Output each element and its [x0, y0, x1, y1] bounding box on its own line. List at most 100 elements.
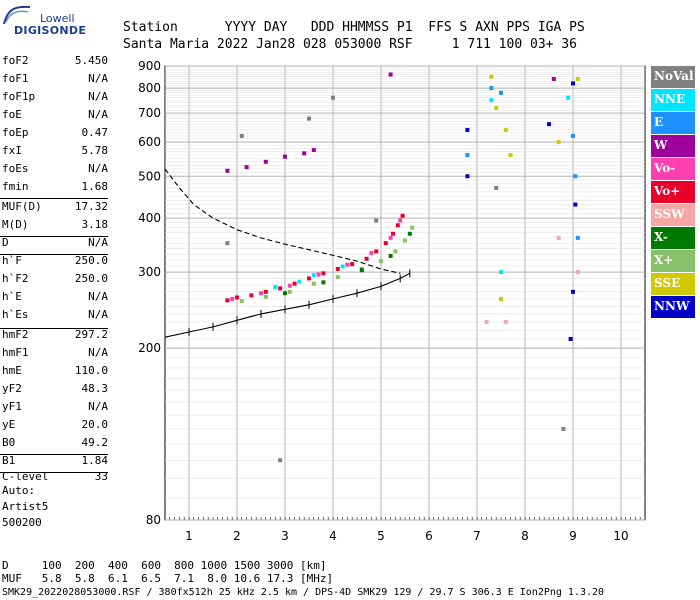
x-tick-label: 1	[185, 529, 193, 543]
data-point-ssw	[575, 270, 580, 275]
param-value: N/A	[88, 400, 108, 413]
y-tick-label: 800	[138, 81, 161, 95]
param-name: hmE	[2, 364, 22, 377]
param-value: 297.2	[74, 328, 108, 341]
data-point-vo	[395, 223, 400, 228]
data-point-x	[283, 291, 287, 296]
param-row: M(D) 3.18	[2, 218, 108, 234]
data-point-noval	[307, 116, 311, 121]
data-point-vo	[235, 295, 239, 300]
x-tick-label: 6	[425, 529, 433, 543]
data-point-e	[573, 174, 578, 179]
data-point-nnw	[547, 122, 551, 127]
data-point-x	[403, 238, 407, 243]
param-value: 17.32	[74, 200, 108, 213]
param-value: 0.47	[81, 126, 109, 139]
y-tick-label: 200	[138, 341, 161, 355]
data-point-sse	[556, 140, 561, 145]
data-point-nnw	[573, 202, 578, 207]
x-tick-label: 3	[281, 529, 289, 543]
x-tick-label: 8	[521, 529, 529, 543]
data-point-w	[551, 76, 556, 81]
param-name: h`F	[2, 254, 22, 267]
x-tick-label: 5	[377, 529, 385, 543]
param-name: M(D)	[2, 218, 29, 231]
y-tick-label: 600	[138, 135, 161, 149]
param-value: 33	[94, 470, 108, 483]
data-point-sse	[503, 127, 508, 132]
legend-item: X-	[651, 227, 695, 249]
data-point-nnw	[568, 336, 573, 341]
param-value: 49.2	[81, 436, 109, 449]
data-point-x	[287, 289, 292, 294]
param-value: 5.450	[74, 54, 108, 67]
data-point-e	[571, 133, 575, 138]
param-row: foEs N/A	[2, 162, 108, 178]
data-point-noval	[374, 218, 379, 223]
param-value: N/A	[88, 162, 108, 175]
data-point-noval	[331, 95, 335, 100]
param-name: foF2	[2, 54, 29, 67]
param-name: foF1	[2, 72, 29, 85]
param-value: 1.68	[81, 180, 109, 193]
param-separator	[0, 198, 108, 199]
param-value: N/A	[88, 346, 108, 359]
header-row-values: Santa Maria 2022 Jan28 028 053000 RSF 1 …	[123, 37, 577, 52]
param-row: yF2 48.3	[2, 382, 108, 398]
data-point-vo	[263, 289, 268, 294]
data-point-x	[263, 294, 268, 299]
legend-item: SSE	[651, 273, 695, 295]
data-point-noval	[225, 241, 230, 246]
param-row: foF2 5.450	[2, 54, 108, 70]
param-row: hmF2 297.2	[2, 328, 108, 344]
data-point-e	[499, 90, 503, 95]
param-value: N/A	[88, 72, 108, 85]
param-row: B1 1.84	[2, 454, 108, 470]
param-row: foF1 N/A	[2, 72, 108, 88]
y-tick-label: 500	[138, 169, 161, 183]
param-value: 110.0	[74, 364, 108, 377]
param-value: N/A	[88, 308, 108, 321]
data-point-vo	[345, 262, 350, 267]
param-separator	[0, 236, 108, 237]
data-point-w	[302, 151, 307, 156]
param-value: N/A	[88, 236, 108, 249]
logo-lowell: Lowell	[40, 12, 75, 25]
data-point-vo	[249, 293, 254, 298]
param-row: C-level 33	[2, 470, 108, 486]
param-row: foE N/A	[2, 108, 108, 124]
data-point-x	[379, 259, 383, 264]
legend-item: W	[651, 135, 695, 157]
digisonde-logo-icon	[3, 5, 31, 25]
data-point-x	[321, 280, 326, 285]
param-row: h`F2 250.0	[2, 272, 108, 288]
data-point-w	[283, 154, 287, 159]
data-point-nnw	[465, 127, 470, 132]
param-name: yF1	[2, 400, 22, 413]
data-point-vo	[335, 266, 340, 271]
param-value: 20.0	[81, 418, 109, 431]
data-point-x	[388, 253, 393, 258]
data-point-vo	[259, 291, 263, 296]
data-point-sse	[508, 152, 513, 157]
param-name: hmF2	[2, 328, 29, 341]
data-point-vo	[374, 249, 379, 254]
param-row: h`F 250.0	[2, 254, 108, 270]
param-value: N/A	[88, 108, 108, 121]
param-row: yE 20.0	[2, 418, 108, 434]
data-point-w	[263, 159, 268, 164]
data-point-x	[359, 268, 364, 273]
true-height-profile-curve	[164, 272, 411, 338]
virtual-height-profile-curve	[164, 168, 401, 274]
auto-label: Auto:	[2, 484, 36, 497]
y-tick-label: 900	[138, 59, 161, 73]
data-point-sse	[489, 74, 494, 79]
legend-item: NNW	[651, 296, 695, 318]
data-point-vo	[287, 283, 292, 288]
param-name: h`F2	[2, 272, 29, 285]
data-point-nnw	[571, 81, 575, 86]
data-point-noval	[239, 133, 244, 138]
data-point-nnw	[571, 289, 575, 294]
data-point-nne	[297, 279, 302, 284]
